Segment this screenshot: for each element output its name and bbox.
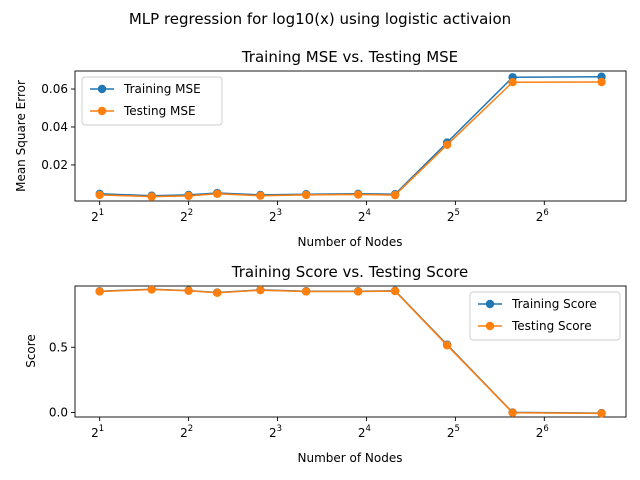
x-tick-label: 22 [180, 424, 193, 440]
data-point [508, 77, 517, 87]
data-point [442, 341, 452, 350]
legend-swatch-marker [485, 299, 495, 309]
x-tick-label: 25 [447, 208, 460, 224]
data-point [256, 285, 265, 295]
x-tick-label: 26 [536, 208, 549, 224]
chart-title: Training Score vs. Testing Score [231, 263, 468, 281]
legend-swatch-marker [97, 106, 107, 116]
y-tick-label: 0.5 [49, 340, 68, 354]
data-point [184, 286, 193, 296]
legend-swatch-marker [485, 321, 495, 331]
y-axis-ticks: 0.02 0.04 0.06 [41, 82, 75, 172]
x-tick-label: 23 [269, 424, 282, 440]
x-tick-label: 24 [358, 208, 371, 224]
y-axis-label: Score [24, 334, 38, 368]
mse-chart: Training MSE vs. Testing MSE 21 22 23 24 25 2… [14, 48, 627, 249]
legend-entry: Training MSE [123, 82, 201, 96]
data-point [597, 409, 606, 418]
x-tick-label: 24 [358, 424, 371, 440]
x-tick-label: 23 [269, 208, 282, 224]
y-tick-label: 0.06 [41, 82, 68, 96]
data-point [95, 287, 104, 296]
chart-title: Training MSE vs. Testing MSE [241, 48, 458, 66]
x-tick-label: 25 [447, 424, 460, 440]
legend-box [81, 76, 223, 126]
legend-entry: Testing MSE [123, 104, 196, 118]
x-axis-ticks: 21 22 23 24 25 26 [91, 417, 549, 440]
data-point [442, 140, 452, 150]
y-tick-label: 0.02 [41, 158, 68, 172]
series-group [95, 285, 606, 418]
data-point [95, 190, 104, 200]
x-tick-label: 26 [536, 424, 549, 440]
data-point [597, 77, 606, 87]
legend: Training Score Testing Score [469, 291, 621, 341]
data-point [390, 190, 400, 200]
data-point [213, 288, 222, 297]
figure-suptitle: MLP regression for log10(x) using logist… [129, 10, 511, 28]
data-point [184, 191, 193, 201]
x-axis-ticks: 21 22 23 24 25 26 [91, 201, 549, 224]
legend-entry: Testing Score [511, 319, 592, 333]
x-tick-label: 22 [180, 208, 193, 224]
x-tick-label: 21 [91, 208, 104, 224]
data-point [301, 190, 311, 200]
y-axis-ticks: 0.0 0.5 [49, 340, 75, 419]
legend-entry: Training Score [511, 297, 597, 311]
data-point [213, 189, 222, 198]
data-point [353, 287, 363, 296]
y-tick-label: 0.0 [49, 405, 68, 419]
series-group [95, 72, 606, 201]
legend-box [469, 291, 621, 341]
data-point [147, 285, 156, 294]
data-point [390, 286, 400, 296]
x-tick-label: 21 [91, 424, 104, 440]
legend: Training MSE Testing MSE [81, 76, 223, 126]
y-axis-label: Mean Square Error [14, 80, 28, 192]
data-point [301, 287, 311, 296]
score-chart: Training Score vs. Testing Score 21 22 23 2… [24, 263, 627, 465]
data-point [353, 190, 363, 199]
data-point [508, 408, 517, 417]
y-tick-label: 0.04 [41, 120, 68, 134]
x-axis-label: Number of Nodes [298, 451, 403, 465]
legend-swatch-marker [97, 84, 107, 94]
data-point [256, 191, 265, 200]
data-point [147, 192, 156, 201]
x-axis-label: Number of Nodes [298, 235, 403, 249]
